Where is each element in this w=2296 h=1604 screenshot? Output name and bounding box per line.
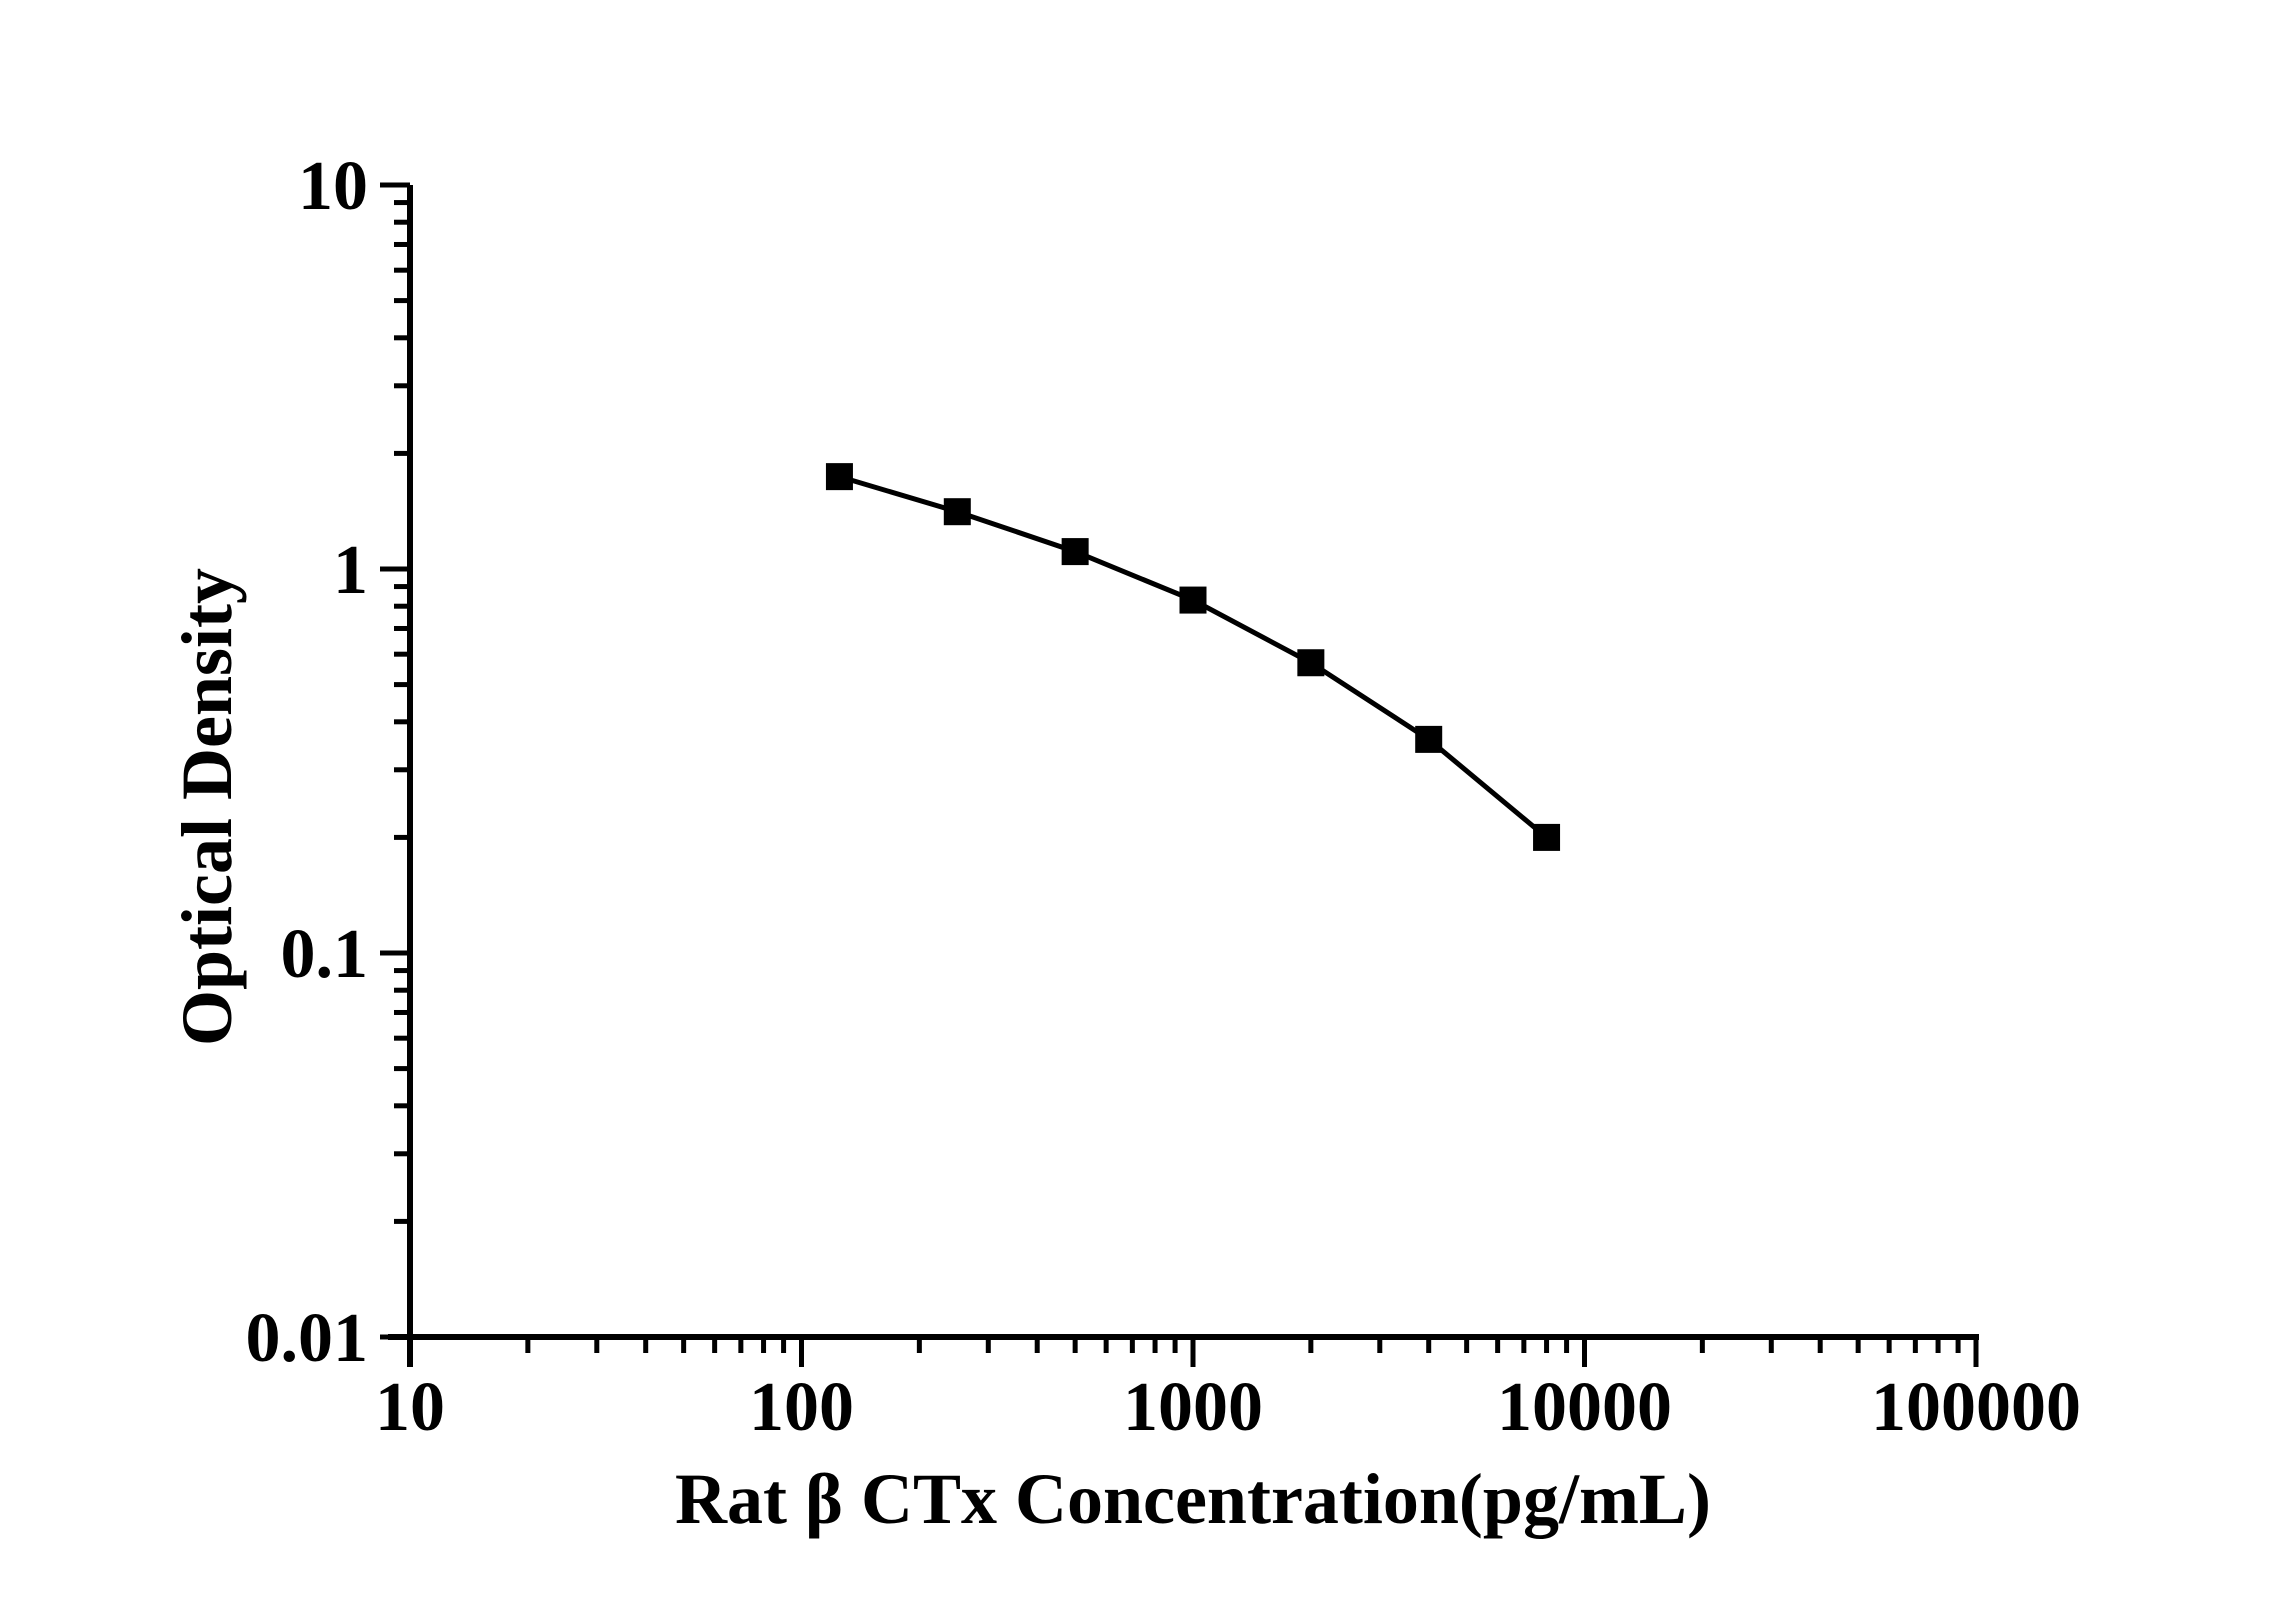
- x-tick-label-100: 100: [749, 1369, 854, 1446]
- data-point-250: [943, 498, 971, 526]
- y-axis-title: Optical Density: [167, 568, 247, 1046]
- data-series: [825, 463, 1561, 851]
- x-axis-title: Rat β CTx Concentration(pg/mL): [675, 1459, 1711, 1539]
- data-point-2000: [1297, 649, 1325, 677]
- x-tick-label-10000: 10000: [1497, 1369, 1672, 1446]
- data-point-1000: [1179, 586, 1207, 614]
- x-tick-label-1000: 1000: [1123, 1369, 1263, 1446]
- y-axis: 10 1 0.1 0.01: [246, 148, 413, 1377]
- data-point-4000: [1415, 725, 1443, 753]
- data-point-8000: [1533, 823, 1561, 851]
- data-point-500: [1061, 538, 1089, 566]
- y-tick-label-1: 1: [333, 532, 368, 609]
- x-axis: 10 100 1000 10000 100000: [375, 1334, 2081, 1446]
- y-tick-label-0.01: 0.01: [246, 1300, 369, 1377]
- x-tick-label-100000: 100000: [1871, 1369, 2081, 1446]
- x-tick-label-10: 10: [375, 1369, 445, 1446]
- y-tick-label-0.1: 0.1: [281, 916, 369, 993]
- y-tick-label-10: 10: [298, 148, 368, 225]
- data-point-125: [825, 463, 853, 491]
- series-line-standard-curve: [838, 474, 1549, 840]
